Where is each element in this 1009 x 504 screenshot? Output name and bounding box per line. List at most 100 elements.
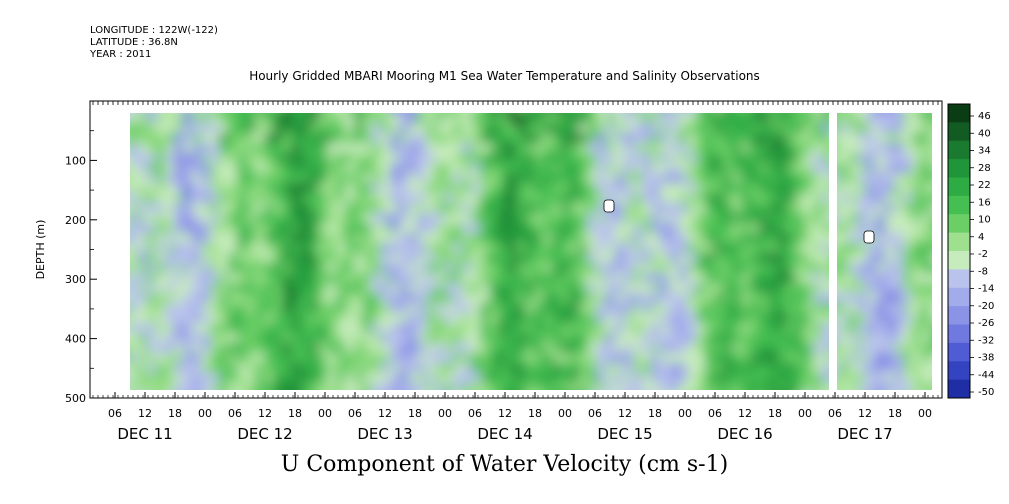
heatmap-cell <box>147 243 158 255</box>
heatmap-cell <box>354 253 365 265</box>
heatmap-cell <box>138 223 149 235</box>
heatmap-cell <box>606 353 617 365</box>
heatmap-cell <box>660 163 671 175</box>
colorbar-swatch <box>948 140 970 151</box>
heatmap-cell <box>723 143 734 155</box>
heatmap-cell <box>768 253 779 265</box>
heatmap-cell <box>741 323 752 335</box>
heatmap-cell <box>309 173 320 185</box>
heatmap-cell <box>507 333 518 345</box>
heatmap-cell <box>435 293 446 305</box>
heatmap-cell <box>426 123 437 135</box>
heatmap-cell <box>552 343 563 355</box>
heatmap-cell <box>624 133 635 145</box>
heatmap-cell <box>255 213 266 225</box>
heatmap-cell <box>795 193 806 205</box>
heatmap-cell <box>804 393 815 405</box>
heatmap-cell <box>642 173 653 185</box>
heatmap-cell <box>507 153 518 165</box>
heatmap-cell <box>255 143 266 155</box>
heatmap-cell <box>921 273 932 285</box>
heatmap-cell <box>147 363 158 375</box>
colorbar-label: -50 <box>978 387 994 398</box>
heatmap-cell <box>210 223 221 235</box>
heatmap-cell <box>579 303 590 315</box>
heatmap-cell <box>183 183 194 195</box>
heatmap-cell <box>525 353 536 365</box>
heatmap-cell <box>417 123 428 135</box>
heatmap-cell <box>912 293 923 305</box>
heatmap-cell <box>138 283 149 295</box>
heatmap-cell <box>768 213 779 225</box>
heatmap-cell <box>912 223 923 235</box>
heatmap-cell <box>858 243 869 255</box>
heatmap-cell <box>885 343 896 355</box>
heatmap-cell <box>417 153 428 165</box>
heatmap-cell <box>309 343 320 355</box>
heatmap-cell <box>156 383 167 390</box>
heatmap-cell <box>921 253 932 265</box>
heatmap-cell <box>813 133 824 145</box>
heatmap-cell <box>858 133 869 145</box>
heatmap-cell <box>714 173 725 185</box>
heatmap-cell <box>795 333 806 345</box>
heatmap-cell <box>795 253 806 265</box>
heatmap-cell <box>777 273 788 285</box>
heatmap-cell <box>156 153 167 165</box>
heatmap-cell <box>138 153 149 165</box>
heatmap-cell <box>858 173 869 185</box>
heatmap-cell <box>813 253 824 265</box>
data-gap <box>829 113 837 390</box>
heatmap-cell <box>570 133 581 145</box>
heatmap-cell <box>624 343 635 355</box>
heatmap-cell <box>534 273 545 285</box>
heatmap-cell <box>156 343 167 355</box>
heatmap-cell <box>777 203 788 215</box>
heatmap-cell <box>318 283 329 295</box>
heatmap-cell <box>588 203 599 215</box>
heatmap-cell <box>903 143 914 155</box>
heatmap-cell <box>714 293 725 305</box>
heatmap-cell <box>327 283 338 295</box>
heatmap-cell <box>471 283 482 295</box>
heatmap-cell <box>570 173 581 185</box>
heatmap-cell <box>444 153 455 165</box>
heatmap-cell <box>273 133 284 145</box>
heatmap-cell <box>642 193 653 205</box>
heatmap-cell <box>534 203 545 215</box>
heatmap-cell <box>174 393 185 405</box>
heatmap-cell <box>678 393 689 405</box>
heatmap-cell <box>399 253 410 265</box>
heatmap-cell <box>426 343 437 355</box>
heatmap-cell <box>615 243 626 255</box>
heatmap-cell <box>669 243 680 255</box>
heatmap-cell <box>849 323 860 335</box>
heatmap-cell <box>903 373 914 385</box>
heatmap-cell <box>705 363 716 375</box>
y-tick-label: 500 <box>65 392 86 405</box>
heatmap-cell <box>525 153 536 165</box>
heatmap-cell <box>804 173 815 185</box>
heatmap-cell <box>651 353 662 365</box>
heatmap-cell <box>228 323 239 335</box>
heatmap-cell <box>417 253 428 265</box>
heatmap-cell <box>651 313 662 325</box>
heatmap-cell <box>237 223 248 235</box>
heatmap-cell <box>651 153 662 165</box>
heatmap-cell <box>651 143 662 155</box>
heatmap-cell <box>723 243 734 255</box>
heatmap-cell <box>300 183 311 195</box>
heatmap-cell <box>678 113 689 125</box>
heatmap-cell <box>732 153 743 165</box>
heatmap-cell <box>273 273 284 285</box>
heatmap-cell <box>813 123 824 135</box>
heatmap-cell <box>696 243 707 255</box>
heatmap-cell <box>174 133 185 145</box>
heatmap-cell <box>327 353 338 365</box>
heatmap-cell <box>156 263 167 275</box>
heatmap-cell <box>399 173 410 185</box>
heatmap-cell <box>777 233 788 245</box>
heatmap-cell <box>651 133 662 145</box>
heatmap-cell <box>147 123 158 135</box>
heatmap-cell <box>849 383 860 390</box>
